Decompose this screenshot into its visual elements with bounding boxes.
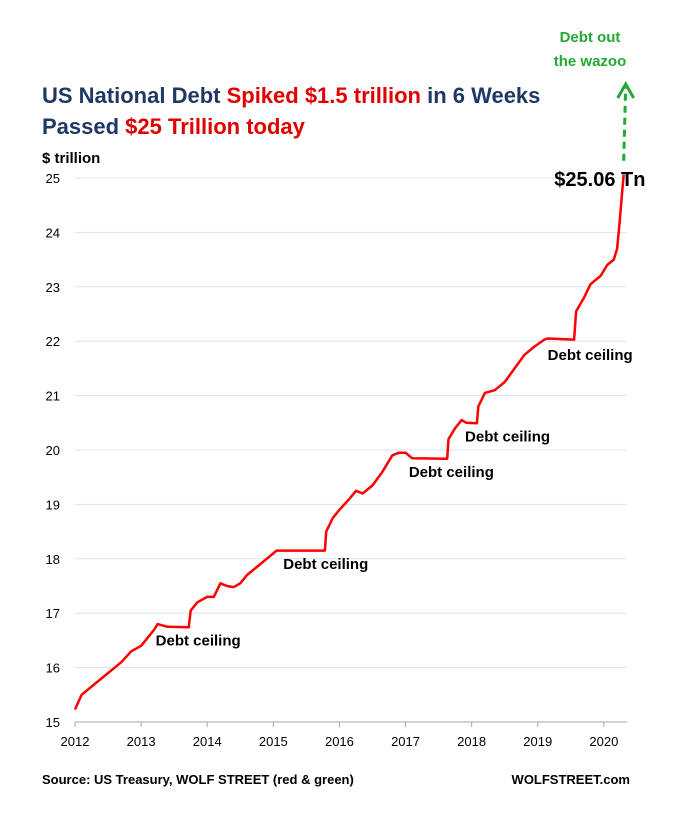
green-annotation-line-2: the wazoo	[554, 53, 627, 70]
latest-value-label: $25.06 Tn	[554, 169, 645, 191]
x-tick-label: 2017	[391, 734, 420, 749]
x-tick-labels: 2012 2013 2014 2015 2016 2017 2018 2019 2020	[61, 722, 618, 749]
site-footer: WOLFSTREET.com	[512, 772, 630, 787]
chart-title-line-1: US National Debt Spiked $1.5 trillion in…	[42, 83, 540, 108]
title-segment: in 6 Weeks	[421, 83, 540, 108]
debt-ceiling-label: Debt ceiling	[283, 556, 368, 573]
debt-ceiling-label: Debt ceiling	[156, 632, 241, 649]
y-tick-label: 18	[46, 552, 60, 567]
title-segment: US National Debt	[42, 83, 227, 108]
source-footer: Source: US Treasury, WOLF STREET (red & …	[42, 772, 354, 787]
title-segment: Spiked $1.5 trillion	[227, 83, 421, 108]
y-tick-label: 17	[46, 606, 60, 621]
y-tick-label: 20	[46, 443, 60, 458]
y-tick-label: 15	[46, 715, 60, 730]
debt-ceiling-label: Debt ceiling	[409, 464, 494, 481]
y-tick-label: 16	[46, 661, 60, 676]
x-tick-label: 2019	[523, 734, 552, 749]
x-tick-label: 2012	[61, 734, 90, 749]
green-arrow	[622, 85, 628, 161]
green-arrowhead-icon	[616, 80, 635, 99]
y-tick-label: 22	[46, 334, 60, 349]
debt-ceiling-annotations: Debt ceiling Debt ceiling Debt ceiling Debt…	[156, 347, 633, 650]
x-tick-label: 2016	[325, 734, 354, 749]
green-annotation-line-1: Debt out	[560, 29, 621, 46]
chart-title-line-2: Passed $25 Trillion today	[42, 114, 306, 139]
y-axis-label: $ trillion	[42, 150, 100, 167]
x-tick-label: 2018	[457, 734, 486, 749]
y-tick-labels: 15 16 17 18 19 20 21 22 23 24 25	[46, 171, 60, 730]
y-tick-label: 21	[46, 389, 60, 404]
y-tick-label: 23	[46, 280, 60, 295]
y-tick-label: 25	[46, 171, 60, 186]
x-tick-label: 2015	[259, 734, 288, 749]
debt-series-line	[73, 174, 625, 711]
debt-ceiling-label: Debt ceiling	[548, 347, 633, 364]
debt-ceiling-label: Debt ceiling	[465, 428, 550, 445]
y-tick-label: 24	[46, 225, 60, 240]
x-tick-label: 2014	[193, 734, 222, 749]
x-tick-label: 2013	[127, 734, 156, 749]
title-segment: Passed	[42, 114, 125, 139]
title-segment: $25 Trillion today	[125, 114, 305, 139]
gridlines	[75, 177, 627, 669]
y-tick-label: 19	[46, 497, 60, 512]
x-tick-label: 2020	[589, 734, 618, 749]
